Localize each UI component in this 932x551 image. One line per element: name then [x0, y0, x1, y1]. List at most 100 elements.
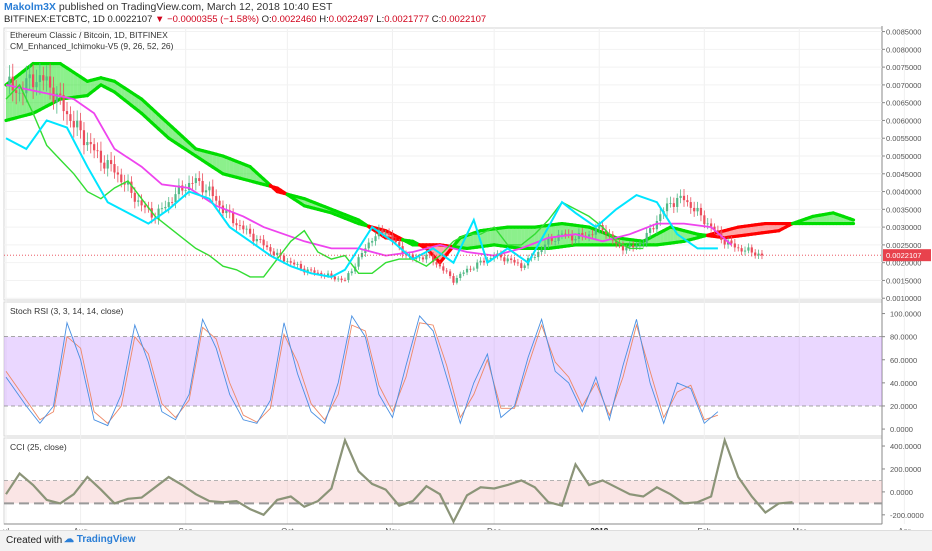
candle-body: [344, 280, 346, 281]
candle-body: [110, 160, 112, 164]
candle-body: [195, 178, 197, 183]
candle-body: [168, 202, 170, 207]
candle-body: [683, 196, 685, 200]
candle-body: [534, 257, 536, 258]
candle-body: [456, 278, 458, 283]
y-tick-label: 0.0085000: [886, 28, 921, 37]
cloud-segment: [20, 72, 23, 117]
candle-body: [86, 142, 88, 145]
candle-body: [564, 234, 566, 235]
cci-tick-label: 200.0000: [890, 465, 921, 474]
candle-body: [259, 239, 261, 240]
cloud-segment: [43, 64, 46, 108]
tradingview-brand: TradingView: [77, 534, 136, 545]
candle-body: [673, 203, 675, 207]
candle-body: [334, 277, 336, 280]
close-value: 0.0022107: [441, 14, 486, 25]
candle-body: [42, 75, 44, 80]
candle-body: [8, 77, 10, 85]
candle-body: [690, 202, 692, 208]
candle-body: [642, 243, 644, 244]
candle-body: [15, 90, 17, 93]
candle-body: [734, 243, 736, 247]
candle-body: [513, 260, 515, 263]
candle-body: [73, 121, 75, 127]
candle-body: [524, 265, 526, 268]
candle-body: [680, 196, 682, 198]
main-pane-title: Ethereum Classic / Bitcoin, 1D, BITFINEX: [10, 30, 168, 40]
candle-body: [49, 76, 51, 87]
candle-body: [252, 234, 254, 242]
candle-body: [273, 251, 275, 255]
y-tick-label: 0.0060000: [886, 116, 921, 125]
stoch-tick-label: 0.0000: [890, 425, 913, 434]
candle-body: [90, 142, 92, 144]
candle-body: [588, 234, 590, 236]
candle-body: [449, 271, 451, 276]
author-link[interactable]: Makolm3X: [4, 1, 56, 13]
candle-body: [93, 144, 95, 150]
candle-body: [368, 243, 370, 249]
candle-body: [341, 279, 343, 280]
candle-body: [185, 190, 187, 191]
stoch-pane-title: Stoch RSI (3, 3, 14, 14, close): [10, 306, 124, 316]
cci-tick-label: 0.0000: [890, 488, 913, 497]
candle-body: [66, 111, 68, 114]
tradingview-logo[interactable]: ☁ TradingView: [64, 534, 136, 545]
candle-body: [669, 203, 671, 204]
candle-body: [246, 229, 248, 230]
candle-body: [646, 233, 648, 243]
price-change: −0.0000355 (−1.58%): [167, 14, 259, 25]
candle-body: [69, 114, 71, 121]
last-price: 0.0022107: [107, 14, 152, 25]
candle-body: [371, 241, 373, 242]
candle-body: [191, 183, 193, 184]
y-tick-label: 0.0080000: [886, 45, 921, 54]
candle-body: [103, 163, 105, 169]
candle-body: [32, 74, 34, 87]
publish-line: Makolm3X published on TradingView.com, M…: [4, 1, 332, 13]
candle-body: [235, 223, 237, 225]
ticker-label: BITFINEX:ETCBTC, 1D: [4, 14, 105, 25]
candle-body: [83, 130, 85, 145]
y-tick-label: 0.0035000: [886, 205, 921, 214]
candle-body: [541, 250, 543, 252]
span-a-segment: [850, 219, 853, 220]
candle-body: [635, 245, 637, 247]
stoch-tick-label: 40.0000: [890, 379, 917, 388]
y-tick-label: 0.0055000: [886, 134, 921, 143]
candle-body: [171, 202, 173, 203]
candle-body: [96, 150, 98, 151]
candle-body: [439, 264, 441, 266]
candle-body: [418, 257, 420, 258]
candle-body: [517, 263, 519, 264]
candle-body: [747, 247, 749, 250]
y-tick-label: 0.0010000: [886, 294, 921, 303]
candle-body: [79, 121, 81, 131]
candle-body: [29, 74, 31, 78]
created-with-label: Created with: [6, 535, 62, 546]
publish-info: published on TradingView.com, March 12, …: [59, 1, 333, 13]
candle-body: [520, 263, 522, 268]
candle-body: [700, 208, 702, 215]
candle-body: [693, 208, 695, 211]
candle-body: [561, 234, 563, 235]
candle-body: [741, 248, 743, 251]
candle-body: [137, 200, 139, 201]
candle-body: [591, 234, 593, 235]
candle-body: [483, 261, 485, 263]
stoch-tick-label: 60.0000: [890, 356, 917, 365]
candle-body: [446, 271, 448, 272]
ichimoku-indicator-label: CM_Enhanced_Ichimoku-V5 (9, 26, 52, 26): [10, 41, 174, 51]
low-value: 0.0021777: [384, 14, 429, 25]
candle-body: [117, 172, 119, 174]
chart-canvas[interactable]: ulAugSepOctNovDec2018FebMarAprMayJun0.00…: [0, 26, 932, 530]
candle-body: [435, 262, 437, 264]
candle-body: [293, 263, 295, 265]
candle-body: [696, 208, 698, 211]
footer-bar: Created with ☁ TradingView: [0, 530, 932, 551]
candle-body: [510, 258, 512, 259]
stoch-tick-label: 80.0000: [890, 333, 917, 342]
y-tick-label: 0.0045000: [886, 170, 921, 179]
candle-body: [395, 241, 397, 242]
